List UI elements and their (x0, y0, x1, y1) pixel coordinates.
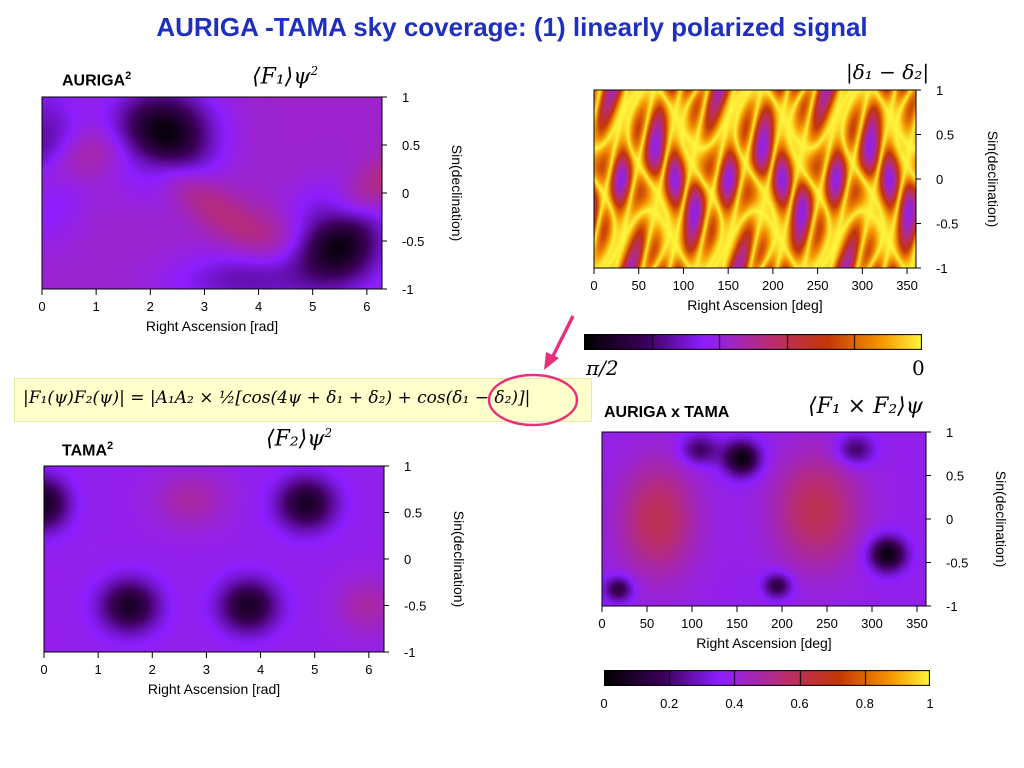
plot-frame (593, 89, 917, 269)
heatmap-canvas (42, 97, 382, 289)
product-heatmap-host: 0 50 100 150 200 250 300 350 1 0.5 0 -0.5 -1 Right As… (598, 425, 1009, 651)
x-tick-label: 0 (40, 662, 47, 677)
plot-frame (41, 96, 383, 290)
colorbar-label-pi-half: π/2 (586, 356, 619, 380)
y-tick-label: -1 (946, 599, 958, 614)
y-tick-label: 1 (936, 83, 943, 98)
y-tick-label: -0.5 (404, 599, 426, 614)
tama-heatmap-host: 0 1 2 3 4 5 6 1 0.5 0 -0.5 -1 Right Ascension [rad] S… (40, 459, 467, 697)
x-tick-label: 50 (631, 278, 645, 293)
auriga-label: AURIGA2 (62, 70, 132, 90)
annotation-arrow (550, 315, 575, 359)
delta-heatmap-host: 0 50 100 150 200 250 300 350 1 0.5 0 -0.5 -1 Right As… (590, 83, 1001, 313)
product-label: AURIGA x TAMA (604, 404, 730, 421)
x-tick-label: 50 (640, 616, 654, 631)
y-tick-label: 0.5 (946, 469, 964, 484)
delta-math: |δ₁ − δ₂| (846, 60, 930, 84)
colorbar-tick-label: 0.4 (725, 696, 744, 711)
x-tick-label: 150 (717, 278, 739, 293)
formula-text: |F₁(ψ)F₂(ψ)| = |A₁A₂ × ½[cos(4ψ + δ₁ + δ… (23, 388, 531, 408)
x-tick-label: 100 (673, 278, 695, 293)
heatmap-axes: 0 1 2 3 4 5 6 1 0.5 0 -0.5 -1 Right Ascension [rad] S… (38, 90, 465, 334)
x-tick-label: 350 (896, 278, 918, 293)
x-tick-label: 350 (906, 616, 928, 631)
x-tick-label: 300 (861, 616, 883, 631)
annotation-arrowhead (544, 352, 559, 370)
auriga-heatmap-host: 0 1 2 3 4 5 6 1 0.5 0 -0.5 -1 Right Ascension [rad] S… (38, 90, 465, 334)
x-tick-label: 6 (365, 662, 372, 677)
x-tick-label: 4 (255, 299, 262, 314)
x-tick-label: 4 (257, 662, 264, 677)
y-axis-label: Sin(declination) (451, 511, 467, 608)
x-tick-label: 5 (311, 662, 318, 677)
heatmap-axes: 0 50 100 150 200 250 300 350 1 0.5 0 -0.5 -1 Right As… (590, 83, 1001, 313)
x-tick-label: 300 (851, 278, 873, 293)
x-tick-label: 6 (363, 299, 370, 314)
x-axis-label: Right Ascension [deg] (687, 297, 822, 313)
slide-title: AURIGA -TAMA sky coverage: (1) linearly … (156, 12, 868, 42)
y-axis-label: Sin(declination) (449, 145, 465, 242)
plot-frame (601, 431, 927, 607)
tama-f2-math: ⟨F₂⟩ψ2 (266, 426, 333, 452)
x-tick-label: 2 (147, 299, 154, 314)
colorbar-tick-label: 0.2 (660, 696, 679, 711)
colorbar-tick-label: 0.6 (790, 696, 809, 711)
y-tick-label: 0.5 (404, 506, 422, 521)
y-tick-label: -1 (402, 282, 414, 297)
highlight-circle (487, 373, 579, 427)
y-tick-label: 0 (936, 172, 943, 187)
y-tick-label: 1 (946, 425, 953, 440)
y-axis-label: Sin(declination) (985, 131, 1001, 228)
heatmap-canvas (602, 432, 926, 606)
colorbar-tick-label: 0 (600, 696, 608, 711)
colorbar-tick-label: 0.8 (855, 696, 874, 711)
x-axis-label: Right Ascension [rad] (148, 681, 280, 697)
x-tick-label: 0 (590, 278, 597, 293)
auriga-f1-math: ⟨F₁⟩ψ2 (252, 64, 319, 90)
y-tick-label: 0 (402, 186, 409, 201)
y-tick-label: -1 (936, 261, 948, 276)
y-tick-label: -0.5 (936, 217, 958, 232)
x-tick-label: 2 (149, 662, 156, 677)
product-math: ⟨F₁ × F₂⟩ψ (808, 394, 924, 419)
y-tick-label: -1 (404, 645, 416, 660)
x-tick-label: 200 (771, 616, 793, 631)
x-tick-label: 150 (726, 616, 748, 631)
x-tick-label: 250 (807, 278, 829, 293)
x-tick-label: 100 (681, 616, 703, 631)
heatmap-canvas (594, 90, 916, 268)
y-tick-label: 0.5 (936, 128, 954, 143)
phase-colorbar-host (584, 334, 922, 350)
x-tick-label: 1 (95, 662, 102, 677)
x-tick-label: 200 (762, 278, 784, 293)
colorbar-gradient (584, 334, 922, 350)
y-axis-label: Sin(declination) (993, 471, 1009, 568)
heatmap-axes: 0 50 100 150 200 250 300 350 1 0.5 0 -0.5 -1 Right As… (598, 425, 1009, 651)
product-colorbar-host: 0 0.2 0.4 0.6 0.8 1 (600, 670, 934, 711)
heatmap-canvas (44, 466, 384, 652)
y-tick-label: -0.5 (946, 556, 968, 571)
x-tick-label: 0 (38, 299, 45, 314)
x-tick-label: 3 (201, 299, 208, 314)
y-tick-label: 0 (946, 512, 953, 527)
colorbar-tick-label: 1 (926, 696, 934, 711)
y-tick-label: 1 (404, 459, 411, 474)
y-tick-label: -0.5 (402, 234, 424, 249)
x-tick-label: 5 (309, 299, 316, 314)
heatmap-axes: 0 1 2 3 4 5 6 1 0.5 0 -0.5 -1 Right Ascension [rad] S… (40, 459, 467, 697)
x-tick-label: 0 (598, 616, 605, 631)
tama-label: TAMA2 (62, 440, 114, 460)
x-tick-label: 3 (203, 662, 210, 677)
x-axis-label: Right Ascension [deg] (696, 635, 831, 651)
colorbar-gradient (604, 670, 930, 686)
x-axis-label: Right Ascension [rad] (146, 318, 278, 334)
colorbar-label-zero: 0 (912, 356, 925, 380)
y-tick-label: 1 (402, 90, 409, 105)
y-tick-label: 0 (404, 552, 411, 567)
y-tick-label: 0.5 (402, 138, 420, 153)
plot-frame (43, 465, 385, 653)
x-tick-label: 1 (93, 299, 100, 314)
x-tick-label: 250 (816, 616, 838, 631)
